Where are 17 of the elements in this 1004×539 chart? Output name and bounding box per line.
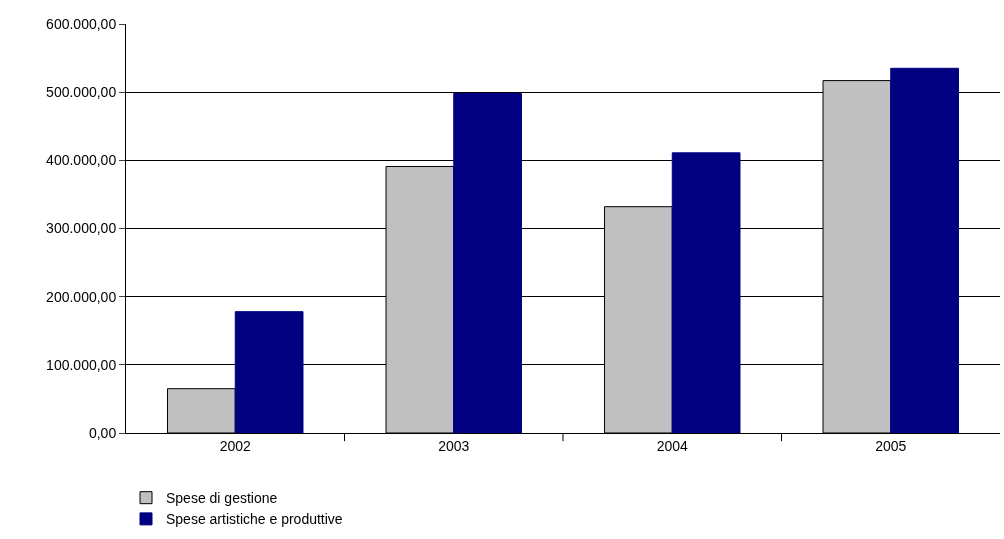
y-tick-label: 100.000,00 (46, 356, 117, 373)
legend-label: Spese artistiche e produttive (166, 511, 343, 528)
legend-label: Spese di gestione (166, 490, 278, 507)
bar (453, 93, 522, 433)
y-tick-label: 400.000,00 (46, 152, 117, 169)
y-tick-label: 300.000,00 (46, 220, 117, 237)
bar (234, 311, 304, 433)
y-tick-label: 500.000,00 (46, 84, 117, 101)
x-tick-label: 2003 (438, 437, 470, 454)
y-tick-label: 0,00 (88, 424, 117, 441)
x-tick-label: 2002 (219, 437, 252, 454)
bar (671, 152, 741, 433)
y-tick-label: 200.000,00 (46, 288, 117, 305)
y-tick-label: 600.000,00 (46, 15, 117, 32)
bar (890, 67, 959, 433)
x-tick-label: 2004 (656, 437, 689, 454)
x-tick-label: 2005 (875, 437, 907, 454)
